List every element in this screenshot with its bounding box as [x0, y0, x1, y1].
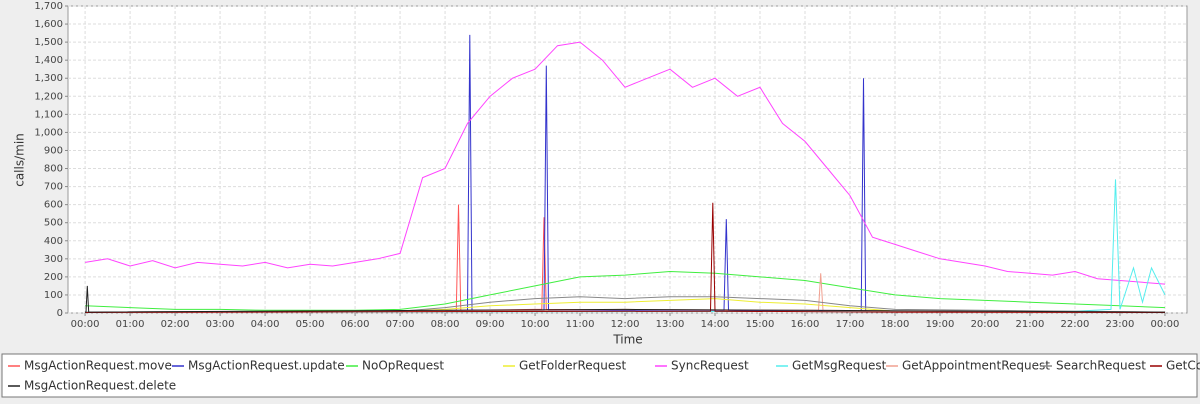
- x-tick-label: 05:00: [296, 319, 325, 330]
- x-tick-label: 19:00: [926, 319, 955, 330]
- x-tick-label: 04:00: [251, 319, 280, 330]
- legend-label: MsgActionRequest.delete: [24, 379, 176, 393]
- x-tick-label: 08:00: [431, 319, 460, 330]
- x-tick-label: 00:00: [71, 319, 100, 330]
- x-tick-label: 22:00: [1061, 319, 1090, 330]
- x-tick-label: 07:00: [386, 319, 415, 330]
- y-tick-label: 800: [44, 164, 63, 175]
- legend-label: MsgActionRequest.update: [188, 359, 345, 373]
- series-line: [85, 270, 1166, 311]
- y-tick-label: 1,200: [34, 91, 63, 102]
- legend-label: GetFolderRequest: [519, 359, 627, 373]
- x-tick-label: 13:00: [656, 319, 685, 330]
- legend-label: SearchRequest: [1056, 359, 1146, 373]
- y-tick-label: 600: [44, 200, 63, 211]
- y-tick-label: 1,300: [34, 73, 63, 84]
- x-tick-label: 00:00: [1151, 319, 1180, 330]
- series-line: [85, 285, 1166, 313]
- legend-label: SyncRequest: [671, 359, 749, 373]
- y-tick-label: 1,600: [34, 19, 63, 30]
- legend-label: GetContactsRequest: [1166, 359, 1200, 373]
- y-tick-label: 500: [44, 218, 63, 229]
- x-tick-label: 10:00: [521, 319, 550, 330]
- legend-label: MsgActionRequest.move: [24, 359, 172, 373]
- x-tick-label: 20:00: [971, 319, 1000, 330]
- series-line: [85, 202, 1166, 313]
- y-tick-label: 200: [44, 272, 63, 283]
- series-line: [85, 179, 1166, 313]
- y-tick-label: 1,000: [34, 127, 63, 138]
- x-axis-label: Time: [612, 333, 642, 347]
- series-line: [85, 296, 1166, 313]
- x-tick-label: 23:00: [1106, 319, 1135, 330]
- legend-label: NoOpRequest: [362, 359, 444, 373]
- legend-label: GetMsgRequest: [792, 359, 887, 373]
- x-tick-label: 03:00: [206, 319, 235, 330]
- y-tick-label: 1,400: [34, 55, 63, 66]
- series-line: [85, 41, 1166, 285]
- x-tick-label: 15:00: [746, 319, 775, 330]
- y-tick-label: 100: [44, 290, 63, 301]
- y-tick-label: 300: [44, 254, 63, 265]
- x-tick-label: 17:00: [836, 319, 865, 330]
- x-tick-label: 09:00: [476, 319, 505, 330]
- y-tick-label: 1,700: [34, 1, 63, 12]
- y-tick-label: 0: [57, 308, 63, 319]
- y-tick-label: 1,100: [34, 109, 63, 120]
- y-tick-label: 700: [44, 182, 63, 193]
- legend-label: GetAppointmentRequest: [902, 359, 1050, 373]
- x-tick-label: 14:00: [701, 319, 730, 330]
- y-tick-label: 900: [44, 145, 63, 156]
- x-tick-label: 16:00: [791, 319, 820, 330]
- plot-area: [67, 5, 1188, 314]
- x-tick-label: 11:00: [566, 319, 595, 330]
- x-tick-label: 02:00: [161, 319, 190, 330]
- legend: [1, 353, 1198, 398]
- x-tick-label: 06:00: [341, 319, 370, 330]
- x-tick-label: 18:00: [881, 319, 910, 330]
- x-tick-label: 21:00: [1016, 319, 1045, 330]
- series-line: [85, 298, 1166, 313]
- y-tick-label: 400: [44, 236, 63, 247]
- x-tick-label: 12:00: [611, 319, 640, 330]
- x-tick-label: 01:00: [116, 319, 145, 330]
- y-tick-label: 1,500: [34, 37, 63, 48]
- y-axis-label: calls/min: [13, 133, 27, 187]
